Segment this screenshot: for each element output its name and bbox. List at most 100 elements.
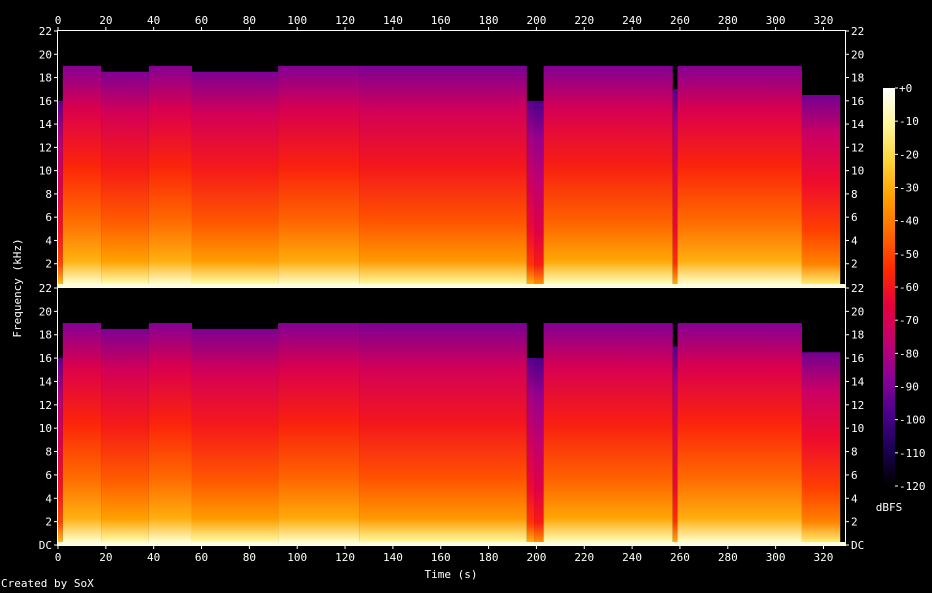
colorbar-tick-label: -30 [899, 182, 919, 195]
x-tick-label-top: 180 [479, 14, 499, 27]
y-tick-label-left: 22 [39, 282, 52, 295]
colorbar-tick-label: +0 [899, 82, 912, 95]
spectrum-segment [526, 100, 535, 288]
colorbar-tick-label: -40 [899, 215, 919, 228]
x-tick-label-top: 80 [243, 14, 256, 27]
y-tick-label-right: 16 [851, 95, 864, 108]
spectrum-segment [543, 323, 673, 545]
x-tick-label-bottom: 0 [55, 551, 62, 564]
spectrum-segment [543, 65, 673, 287]
colorbar-tick-label: -80 [899, 347, 919, 360]
y-tick-label-right: DC [851, 539, 864, 552]
spectrum-segment [677, 65, 802, 287]
y-tick-label-left: 16 [39, 95, 52, 108]
x-tick-label-bottom: 280 [718, 551, 738, 564]
x-tick-label-top: 100 [287, 14, 307, 27]
channel-1-panel [57, 30, 846, 288]
x-tick-label-top: 200 [526, 14, 546, 27]
y-tick-label-right: 4 [851, 492, 858, 505]
y-tick-label-right: 6 [851, 211, 858, 224]
x-tick-label-bottom: 80 [243, 551, 256, 564]
y-tick-label-right: 8 [851, 446, 858, 459]
x-tick-label-top: 240 [622, 14, 642, 27]
x-tick-label-bottom: 220 [574, 551, 594, 564]
spectrum-segment [191, 328, 279, 545]
colorbar-tick-label: -120 [899, 480, 926, 493]
y-tick-label-left: 12 [39, 141, 52, 154]
y-tick-label-right: 12 [851, 141, 864, 154]
spectrum-segment [677, 323, 802, 545]
spectrum-segment [58, 358, 63, 545]
colorbar-tick-label: -10 [899, 115, 919, 128]
spectrum-segment [801, 352, 841, 545]
spectrum-segment [278, 65, 360, 287]
y-tick-label-left: 20 [39, 48, 52, 61]
y-tick-label-right: 20 [851, 48, 864, 61]
y-tick-label-right: 16 [851, 352, 864, 365]
spectrum-segment [62, 65, 102, 287]
x-tick-label-top: 140 [383, 14, 403, 27]
x-tick-label-top: 280 [718, 14, 738, 27]
colorbar-tick-label: -60 [899, 281, 919, 294]
y-tick-label-right: 20 [851, 305, 864, 318]
x-axis-label: Time (s) [425, 568, 478, 581]
y-tick-label-left: 14 [39, 375, 53, 388]
spectrum-segment [62, 323, 102, 545]
spectrum-segment [359, 323, 527, 545]
x-tick-label-top: 120 [335, 14, 355, 27]
x-tick-label-bottom: 180 [479, 551, 499, 564]
y-tick-label-left: 18 [39, 72, 52, 85]
y-tick-label-left: 14 [39, 118, 53, 131]
y-tick-label-left: 12 [39, 399, 52, 412]
y-tick-label-right: 10 [851, 422, 864, 435]
y-tick-label-left: 2 [45, 258, 52, 271]
x-tick-label-top: 60 [195, 14, 208, 27]
y-tick-label-right: 18 [851, 329, 864, 342]
channel-2-panel [57, 287, 846, 546]
x-tick-label-bottom: 140 [383, 551, 403, 564]
x-tick-label-bottom: 160 [431, 551, 451, 564]
y-tick-label-left: 18 [39, 329, 52, 342]
y-tick-label-right: 10 [851, 165, 864, 178]
x-tick-label-bottom: 100 [287, 551, 307, 564]
y-tick-label-left: 8 [45, 446, 52, 459]
spectrum-segment [101, 328, 149, 545]
y-tick-label-right: 14 [851, 375, 865, 388]
spectrum-segment [148, 323, 192, 545]
x-tick-label-top: 20 [99, 14, 112, 27]
y-tick-label-left: 16 [39, 352, 52, 365]
x-tick-label-bottom: 240 [622, 551, 642, 564]
colorbar-tick-label: -90 [899, 381, 919, 394]
x-tick-label-top: 160 [431, 14, 451, 27]
y-tick-label-right: 2 [851, 258, 858, 271]
y-tick-label-right: 8 [851, 188, 858, 201]
spectrum-segment [672, 346, 678, 545]
x-tick-label-bottom: 40 [147, 551, 160, 564]
y-tick-label-right: 4 [851, 234, 858, 247]
y-tick-label-right: 2 [851, 516, 858, 529]
colorbar-label: dBFS [876, 501, 903, 514]
y-tick-label-left: 22 [39, 25, 52, 38]
y-tick-label-left: 6 [45, 469, 52, 482]
spectrum-segment [534, 100, 544, 288]
y-tick-label-left: 10 [39, 422, 52, 435]
y-tick-label-left: 2 [45, 516, 52, 529]
y-tick-label-left: 8 [45, 188, 52, 201]
y-axis-label: Frequency (kHz) [11, 238, 24, 337]
x-tick-label-bottom: 60 [195, 551, 208, 564]
y-tick-label-left: 10 [39, 165, 52, 178]
y-tick-label-left: 4 [45, 492, 52, 505]
y-tick-label-right: 6 [851, 469, 858, 482]
spectrum-segment [58, 100, 63, 288]
y-tick-label-right: 14 [851, 118, 865, 131]
spectrum-segment [672, 89, 678, 287]
spectrum-segment [191, 71, 279, 288]
spectrum-segment [148, 65, 192, 287]
spectrum-segment [534, 358, 544, 545]
y-tick-label-left: 4 [45, 234, 52, 247]
x-tick-label-bottom: 20 [99, 551, 112, 564]
x-tick-label-top: 0 [55, 14, 62, 27]
x-tick-label-bottom: 120 [335, 551, 355, 564]
x-tick-label-top: 320 [814, 14, 834, 27]
